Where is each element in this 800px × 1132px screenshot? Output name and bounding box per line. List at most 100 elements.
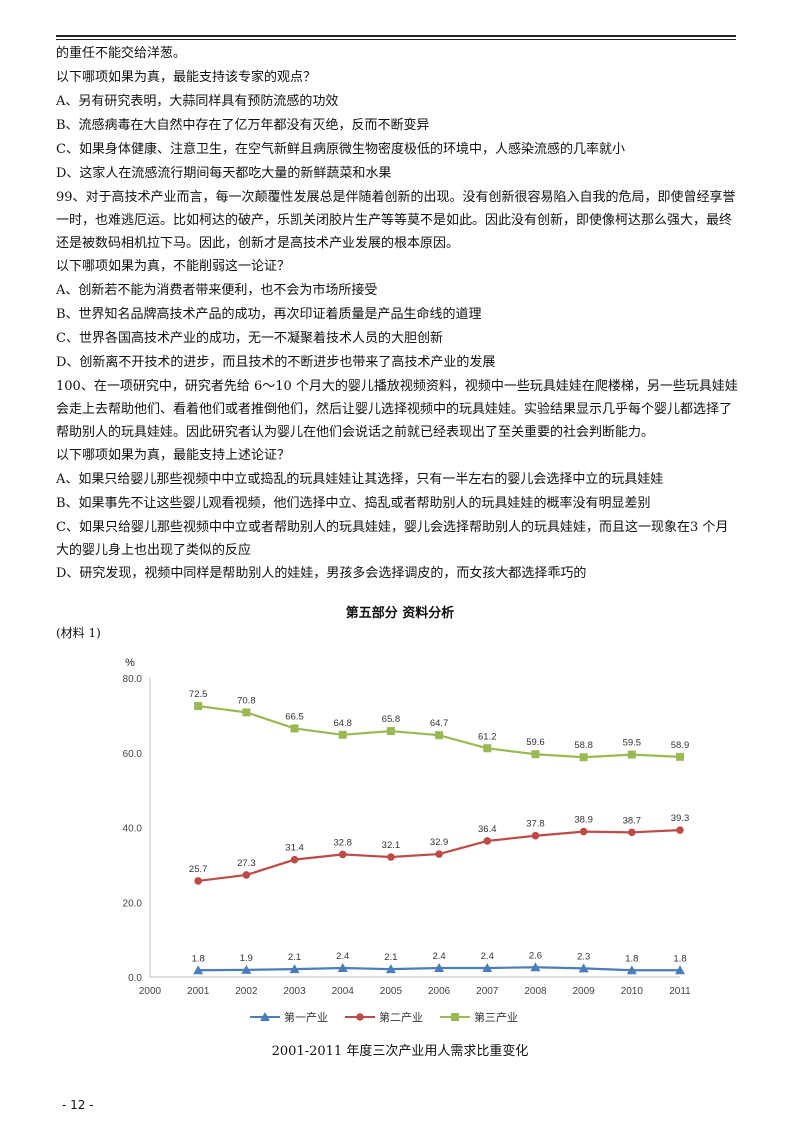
legend-item: 第三产业 bbox=[440, 1010, 518, 1024]
data-point bbox=[530, 962, 541, 972]
data-point bbox=[628, 828, 636, 837]
data-label: 70.8 bbox=[237, 695, 256, 706]
data-point bbox=[578, 963, 589, 973]
data-point bbox=[385, 964, 396, 974]
q99-question: 以下哪项如果为真，不能削弱这一论证？ bbox=[56, 259, 291, 274]
x-tick-label: 2000 bbox=[139, 986, 162, 997]
x-tick-label: 2009 bbox=[573, 986, 596, 997]
q99-option-b: B、世界知名品牌高技术产品的成功，再次印证着质量是产品生命线的道理 bbox=[56, 307, 482, 322]
line-chart: 0.0 20.0 40.0 60.0 80.0% 2000 2001 2002 2003 2004… bbox=[123, 657, 692, 1024]
data-point bbox=[675, 965, 685, 975]
data-point bbox=[435, 731, 444, 740]
series-square: 72.5 70.8 66.5 64.8 65.8 64.7 61.2 59.6 58.8 59.5… bbox=[189, 689, 689, 762]
x-tick-label: 2005 bbox=[380, 986, 403, 997]
q99-option-d: D、创新离不开技术的进步，而且技术的不断进步也带来了高技术产业的发展 bbox=[56, 355, 496, 370]
x-tick-label: 2004 bbox=[332, 986, 355, 997]
data-point bbox=[435, 850, 443, 858]
data-label: 61.2 bbox=[478, 731, 497, 742]
data-label: 1.9 bbox=[240, 953, 253, 964]
data-label: 59.5 bbox=[623, 738, 642, 749]
section-title: 第五部分 资料分析 bbox=[345, 606, 455, 621]
data-point bbox=[676, 752, 684, 761]
x-tick-label: 2008 bbox=[524, 986, 547, 997]
x-tick-label: 2011 bbox=[669, 986, 691, 997]
data-label: 58.8 bbox=[574, 740, 593, 751]
data-label: 2.4 bbox=[481, 951, 494, 962]
data-point bbox=[290, 855, 299, 864]
option-d: D、这家人在流感流行期间每天都吃大量的新鲜蔬菜和水果 bbox=[56, 166, 392, 181]
data-label: 64.8 bbox=[333, 718, 352, 729]
data-label: 64.7 bbox=[430, 718, 449, 729]
data-label: 65.8 bbox=[382, 714, 401, 725]
data-label: 2.1 bbox=[288, 952, 301, 963]
q100-question: 以下哪项如果为真，最能支持上述论证？ bbox=[56, 448, 291, 463]
data-point bbox=[579, 827, 588, 836]
data-point bbox=[338, 850, 347, 859]
data-point bbox=[483, 837, 492, 845]
data-point bbox=[676, 826, 684, 834]
header-rule-thick bbox=[56, 35, 736, 37]
data-label: 2.4 bbox=[336, 951, 349, 962]
data-label: 39.3 bbox=[671, 813, 690, 824]
y-tick-label: 80.0 bbox=[123, 674, 143, 685]
data-point bbox=[242, 871, 251, 879]
material-label: (材料 1) bbox=[56, 626, 101, 640]
data-label: 2.3 bbox=[577, 951, 590, 962]
series-triangle: 1.8 1.9 2.1 2.4 2.1 2.4 2.4 2.6 2.3 1.8 1.8 bbox=[192, 950, 687, 975]
q100-option-a: A、如果只给婴儿那些视频中中立或捣乱的玩具娃娃让其选择，只有一半左右的婴儿会选择… bbox=[56, 472, 664, 487]
chart-axes: 0.0 20.0 40.0 60.0 80.0% 2000 2001 2002 2003 2004… bbox=[123, 657, 692, 997]
data-point bbox=[337, 963, 348, 973]
data-label: 59.6 bbox=[526, 737, 545, 748]
data-label: 36.4 bbox=[478, 824, 497, 835]
data-label: 38.9 bbox=[574, 815, 593, 826]
document-body: 的重任不能交给洋葱。 以下哪项如果为真，最能支持该专家的观点？ A、另有研究表明… bbox=[56, 42, 740, 586]
data-label: 31.4 bbox=[285, 843, 304, 854]
header-rule-thin bbox=[56, 39, 736, 40]
data-point bbox=[193, 965, 204, 975]
x-tick-label: 2002 bbox=[235, 986, 258, 997]
chart-caption: 2001-2011 年度三次产业用人需求比重变化 bbox=[271, 1044, 529, 1059]
x-tick-label: 2006 bbox=[428, 986, 451, 997]
x-tick-label: 2003 bbox=[283, 986, 306, 997]
data-point bbox=[241, 964, 252, 974]
q100-option-c: C、如果只给婴儿那些视频中中立或者帮助别人的玩具娃娃，婴儿会选择帮助别人的玩具娃… bbox=[56, 520, 729, 558]
legend-item: 第二产业 bbox=[345, 1010, 423, 1024]
data-label: 32.8 bbox=[333, 837, 352, 848]
data-point bbox=[356, 1013, 364, 1021]
data-point bbox=[579, 753, 588, 762]
data-label: 1.8 bbox=[192, 953, 205, 964]
q100-stem: 100、在一项研究中，研究者先给 6～10 个月大的婴儿播放视频资料，视频中一些… bbox=[56, 379, 738, 440]
data-point bbox=[627, 750, 636, 759]
option-c: C、如果身体健康、注意卫生，在空气新鲜且病原微生物密度极低的环境中，人感染流感的… bbox=[56, 142, 625, 157]
y-tick-label: 40.0 bbox=[123, 824, 143, 835]
legend-label: 第三产业 bbox=[474, 1010, 518, 1024]
y-tick-label: 20.0 bbox=[123, 898, 143, 909]
x-tick-label: 2007 bbox=[476, 986, 499, 997]
legend-item: 第一产业 bbox=[250, 1010, 328, 1024]
q100-option-b: B、如果事先不让这些婴儿观看视频，他们选择中立、捣乱或者帮助别人的玩具娃娃的概率… bbox=[56, 496, 651, 511]
data-label: 37.8 bbox=[526, 819, 545, 830]
chart-legend: 第一产业 第二产业 第三产业 bbox=[250, 1010, 518, 1024]
data-point bbox=[194, 877, 202, 885]
data-label: 32.1 bbox=[382, 840, 401, 851]
data-point bbox=[531, 750, 540, 759]
data-point bbox=[194, 702, 203, 711]
data-label: 27.3 bbox=[237, 858, 256, 869]
question-prompt: 以下哪项如果为真，最能支持该专家的观点？ bbox=[56, 70, 317, 85]
data-point bbox=[260, 1012, 270, 1021]
data-point bbox=[387, 853, 395, 861]
y-tick-label: 0.0 bbox=[128, 973, 142, 984]
page-number: - 12 - bbox=[62, 1098, 94, 1112]
data-label: 25.7 bbox=[189, 864, 208, 875]
series-circle: 25.7 27.3 31.4 32.8 32.1 32.9 36.4 37.8 38.9 38.7… bbox=[189, 813, 689, 885]
data-point bbox=[290, 724, 299, 733]
option-a: A、另有研究表明，大蒜同样具有预防流感的功效 bbox=[56, 94, 339, 109]
data-point bbox=[531, 831, 540, 840]
data-label: 1.8 bbox=[673, 953, 686, 964]
q99-option-c: C、世界各国高技术产业的成功，无一不凝聚着技术人员的大胆创新 bbox=[56, 331, 443, 346]
data-label: 1.8 bbox=[625, 953, 638, 964]
q100-option-d: D、研究发现，视频中同样是帮助别人的娃娃，男孩多会选择调皮的，而女孩大都选择乖巧… bbox=[56, 566, 587, 581]
data-point bbox=[289, 964, 300, 974]
q99-stem: 99、对于高技术产业而言，每一次颠覆性发展总是伴随着创新的出现。没有创新很容易陷… bbox=[56, 190, 736, 251]
legend-label: 第一产业 bbox=[284, 1010, 328, 1024]
